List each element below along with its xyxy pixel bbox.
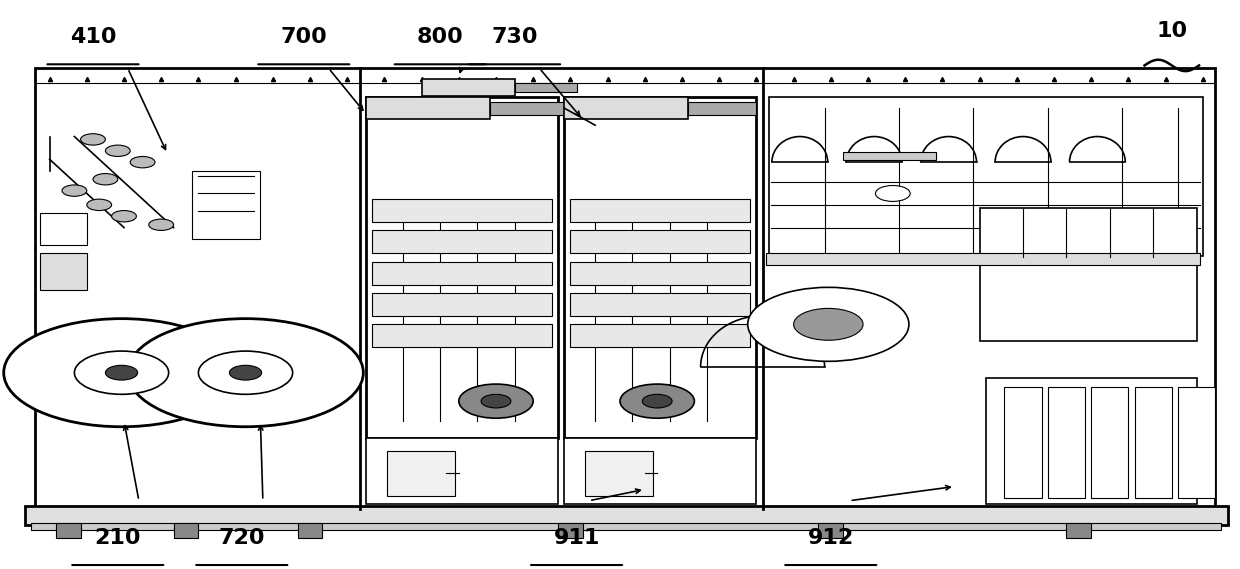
Bar <box>980 259 1197 341</box>
Circle shape <box>875 185 910 201</box>
Bar <box>35 68 1215 509</box>
Bar <box>766 253 1200 265</box>
Bar <box>570 293 750 316</box>
Circle shape <box>130 156 155 168</box>
Bar <box>558 523 583 538</box>
Circle shape <box>105 145 130 156</box>
Circle shape <box>642 394 672 408</box>
Bar <box>585 451 653 496</box>
Circle shape <box>87 199 112 211</box>
Bar <box>570 324 750 347</box>
Bar <box>570 230 750 253</box>
Bar <box>564 438 756 504</box>
Text: 912: 912 <box>807 527 854 548</box>
Bar <box>688 102 756 115</box>
Bar <box>1091 387 1128 498</box>
Bar <box>366 438 558 504</box>
Bar <box>298 523 322 538</box>
Bar <box>843 152 936 160</box>
Bar <box>372 262 552 284</box>
Bar <box>1048 387 1085 498</box>
Bar <box>31 523 1221 530</box>
Bar <box>980 208 1197 259</box>
Bar <box>372 199 552 222</box>
Text: 700: 700 <box>280 27 327 47</box>
Bar <box>422 79 515 96</box>
Circle shape <box>459 384 533 418</box>
Bar <box>372 324 552 347</box>
Bar <box>40 253 87 290</box>
Bar <box>372 230 552 253</box>
Bar <box>40 213 87 245</box>
Bar <box>490 102 570 115</box>
Circle shape <box>748 287 909 361</box>
Bar <box>366 97 490 119</box>
Circle shape <box>620 384 694 418</box>
Text: 800: 800 <box>417 27 464 47</box>
Circle shape <box>74 351 169 394</box>
Text: 410: 410 <box>69 27 117 47</box>
Circle shape <box>112 211 136 222</box>
Text: 720: 720 <box>218 527 265 548</box>
Bar <box>564 97 756 438</box>
Bar <box>372 293 552 316</box>
Bar <box>1004 387 1042 498</box>
Bar <box>564 97 688 119</box>
Text: 10: 10 <box>1156 21 1188 42</box>
Bar <box>56 523 81 538</box>
Bar <box>986 378 1197 504</box>
Bar <box>769 97 1203 256</box>
Bar <box>818 523 843 538</box>
Bar <box>515 83 577 92</box>
Bar <box>387 451 455 496</box>
Circle shape <box>105 365 138 380</box>
Circle shape <box>81 134 105 145</box>
Circle shape <box>794 308 863 340</box>
Text: 730: 730 <box>491 27 538 47</box>
Bar <box>1066 523 1091 538</box>
Circle shape <box>62 185 87 196</box>
Bar <box>192 171 260 239</box>
Circle shape <box>128 319 363 427</box>
Bar <box>570 199 750 222</box>
Circle shape <box>481 394 511 408</box>
Bar <box>1135 387 1172 498</box>
Circle shape <box>198 351 293 394</box>
Bar <box>25 506 1228 525</box>
Circle shape <box>229 365 262 380</box>
Circle shape <box>4 319 239 427</box>
Circle shape <box>93 174 118 185</box>
Circle shape <box>149 219 174 230</box>
Bar <box>570 262 750 284</box>
Bar <box>174 523 198 538</box>
Bar <box>366 97 558 438</box>
Text: 210: 210 <box>94 527 141 548</box>
Bar <box>1178 387 1215 498</box>
Text: 911: 911 <box>553 527 600 548</box>
